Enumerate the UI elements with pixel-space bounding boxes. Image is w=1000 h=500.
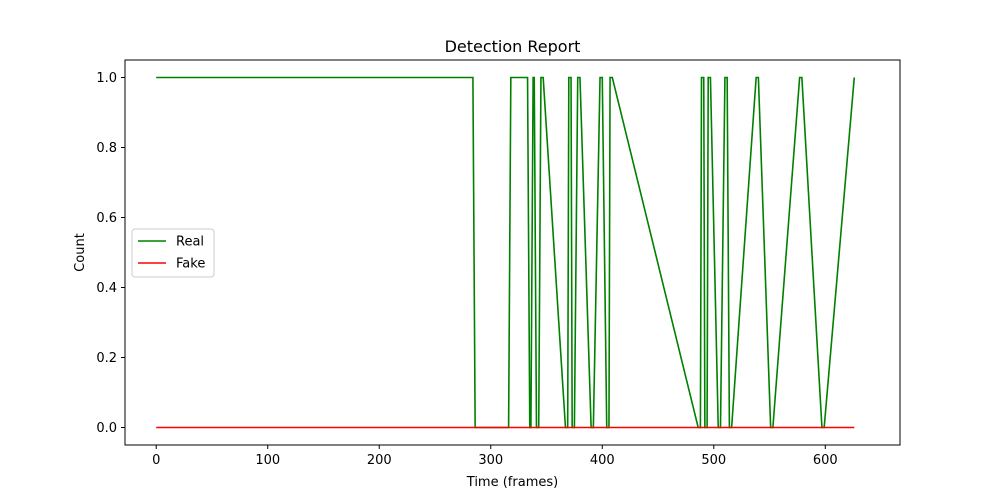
x-tick-label: 400 bbox=[590, 453, 615, 468]
y-tick-label: 0.2 bbox=[96, 351, 117, 366]
chart-title: Detection Report bbox=[445, 37, 581, 56]
x-tick-label: 0 bbox=[152, 453, 160, 468]
x-tick-label: 200 bbox=[367, 453, 392, 468]
x-axis-title: Time (frames) bbox=[466, 475, 558, 490]
plot-frame bbox=[124, 59, 901, 446]
y-tick-label: 0.0 bbox=[96, 421, 117, 436]
y-axis-title: Count bbox=[73, 233, 88, 272]
y-tick-label: 0.8 bbox=[96, 141, 117, 156]
legend: Real Fake bbox=[131, 228, 215, 278]
y-tick-label: 0.4 bbox=[96, 281, 117, 296]
x-tick-label: 500 bbox=[701, 453, 726, 468]
ticks-layer: 0 100 200 300 400 500 600 0.0 0.2 0.4 0.6 0.8 1.0 bbox=[96, 71, 837, 468]
legend-label-fake: Fake bbox=[176, 257, 205, 272]
y-tick-label: 0.6 bbox=[96, 211, 117, 226]
x-tick-label: 600 bbox=[813, 453, 838, 468]
x-tick-label: 300 bbox=[478, 453, 503, 468]
series-layer bbox=[156, 76, 856, 429]
x-tick-label: 100 bbox=[255, 453, 280, 468]
y-tick-label: 1.0 bbox=[96, 71, 117, 86]
legend-label-real: Real bbox=[176, 235, 204, 250]
